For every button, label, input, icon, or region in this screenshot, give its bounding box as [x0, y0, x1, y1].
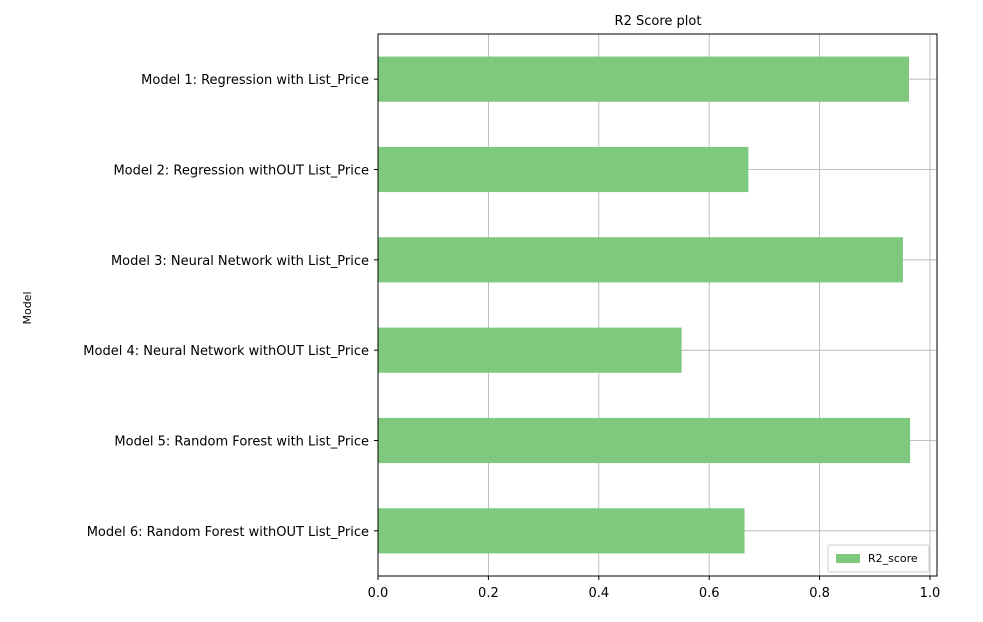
x-tick-label: 0.0 — [368, 586, 389, 601]
bars — [378, 56, 911, 554]
x-tick-label: 0.2 — [478, 586, 499, 601]
bar-4 — [378, 327, 682, 373]
y-tick-label: Model 4: Neural Network withOUT List_Pri… — [83, 344, 369, 359]
y-tick-label: Model 6: Random Forest withOUT List_Pric… — [87, 525, 369, 540]
y-tick-label: Model 2: Regression withOUT List_Price — [113, 164, 369, 179]
x-axis-ticks: 0.0 0.2 0.4 0.6 0.8 1.0 — [368, 576, 941, 601]
y-tick-label: Model 1: Regression with List_Price — [141, 73, 369, 88]
bar-3 — [378, 237, 903, 283]
y-tick-label: Model 3: Neural Network with List_Price — [111, 254, 369, 269]
legend-frame — [827, 544, 930, 573]
grid-lines — [377, 34, 937, 576]
x-tick-label: 0.6 — [699, 586, 720, 601]
bar-1 — [378, 56, 910, 102]
legend-swatch — [836, 554, 860, 563]
chart-title: R2 Score plot — [615, 14, 702, 29]
legend: R2_score — [827, 544, 930, 573]
plot-frame — [377, 33, 938, 577]
x-tick-label: 0.8 — [809, 586, 830, 601]
legend-label: R2_score — [868, 552, 918, 565]
bar-2 — [378, 146, 749, 193]
bar-6 — [378, 508, 745, 554]
y-axis-ticks: Model 1: Regression with List_Price Model… — [83, 73, 378, 540]
x-tick-label: 1.0 — [920, 586, 941, 601]
y-tick-label: Model 5: Random Forest with List_Price — [114, 435, 369, 450]
bar-5 — [378, 417, 911, 464]
y-axis-label: Model — [21, 291, 34, 324]
x-tick-label: 0.4 — [588, 586, 609, 601]
